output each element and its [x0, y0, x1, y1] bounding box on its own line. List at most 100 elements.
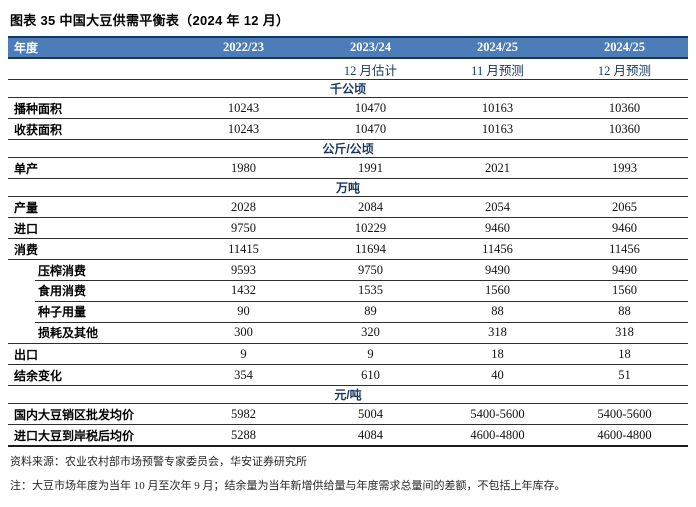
cell-2023-24: 9 — [367, 346, 374, 361]
section-label: 万吨 — [335, 181, 360, 195]
cell-2023-24: 11694 — [355, 241, 386, 256]
cell-2024-25-nov: 11456 — [482, 241, 513, 256]
cell-2023-24: 5004 — [358, 406, 383, 421]
cell-2024-25-nov: 88 — [491, 304, 504, 318]
row-loss-and-other: 损耗及其他 300 320 318 318 — [8, 322, 688, 343]
cell-2024-25-nov: 10163 — [481, 121, 514, 136]
cell-2024-25-nov: 9490 — [485, 262, 510, 277]
row-label: 进口 — [14, 221, 39, 236]
cell-2024-25-dec: 1993 — [612, 160, 637, 175]
subheader-col-nov-forecast: 11 月预测 — [471, 63, 524, 78]
cell-2024-25-nov: 1560 — [485, 283, 510, 297]
row-production: 产量 2028 2084 2054 2065 — [8, 196, 688, 217]
header-col-2022-23: 2022/23 — [223, 40, 264, 54]
cell-2022-23: 11415 — [228, 241, 259, 256]
cell-2024-25-dec: 10360 — [608, 121, 641, 136]
row-label: 结余变化 — [14, 368, 63, 383]
cell-2023-24: 2084 — [358, 199, 383, 214]
cell-2024-25-dec: 51 — [618, 367, 631, 382]
row-harvested-area: 收获面积 10243 10470 10163 10360 — [8, 118, 688, 139]
cell-2024-25-dec: 18 — [618, 346, 631, 361]
cell-2023-24: 610 — [361, 367, 380, 382]
cell-2024-25-nov: 318 — [488, 325, 507, 339]
section-label: 公斤/公顷 — [322, 142, 374, 156]
cell-2023-24: 4084 — [358, 427, 383, 442]
section-yuan-per-ton: 元/吨 — [8, 385, 688, 403]
row-imports: 进口 9750 10229 9460 9460 — [8, 217, 688, 238]
row-label: 种子用量 — [38, 305, 87, 319]
cell-2022-23: 5288 — [231, 427, 256, 442]
report-figure-page: 图表 35 中国大豆供需平衡表（2024 年 12 月） 年度 2022/23 … — [8, 13, 688, 492]
cell-2023-24: 10229 — [354, 220, 387, 235]
section-ten-thousand-tons: 万吨 — [8, 178, 688, 196]
row-food-consumption: 食用消费 1432 1535 1560 1560 — [8, 280, 688, 301]
cell-2024-25-dec: 5400-5600 — [597, 406, 652, 421]
cell-2023-24: 1535 — [358, 283, 383, 297]
cell-2022-23: 10243 — [227, 100, 260, 115]
row-yield: 单产 1980 1991 2021 1993 — [8, 157, 688, 178]
section-kg-per-hectare: 公斤/公顷 — [8, 139, 688, 157]
section-thousand-hectares: 千公顷 — [8, 79, 688, 97]
cell-2022-23: 9750 — [231, 220, 256, 235]
row-imported-landed-price: 进口大豆到岸税后均价 5288 4084 4600-4800 4600-4800 — [8, 424, 688, 445]
cell-2023-24: 89 — [364, 304, 377, 318]
cell-2024-25-dec: 10360 — [608, 100, 641, 115]
row-label: 食用消费 — [38, 284, 87, 298]
header-col-2024-25-a: 2024/25 — [477, 40, 518, 54]
cell-2022-23: 9593 — [231, 262, 256, 277]
cell-2024-25-nov: 2021 — [485, 160, 510, 175]
row-label: 出口 — [14, 347, 39, 362]
cell-2022-23: 10243 — [227, 121, 260, 136]
table-subheader-row: 12 月估计 11 月预测 12 月预测 — [8, 59, 688, 79]
cell-2024-25-dec: 4600-4800 — [597, 427, 652, 442]
row-sown-area: 播种面积 10243 10470 10163 10360 — [8, 97, 688, 118]
row-label: 损耗及其他 — [38, 326, 99, 340]
row-label: 播种面积 — [14, 101, 63, 116]
cell-2024-25-dec: 11456 — [609, 241, 640, 256]
cell-2024-25-nov: 2054 — [485, 199, 510, 214]
row-exports: 出口 9 9 18 18 — [8, 343, 688, 364]
cell-2024-25-nov: 9460 — [485, 220, 510, 235]
header-col-2023-24: 2023/24 — [350, 40, 391, 54]
header-col-2024-25-b: 2024/25 — [604, 40, 645, 54]
cell-2023-24: 9750 — [358, 262, 383, 277]
row-label: 消费 — [14, 242, 39, 257]
section-label: 千公顷 — [329, 82, 366, 96]
cell-2024-25-dec: 9490 — [612, 262, 637, 277]
cell-2024-25-dec: 9460 — [612, 220, 637, 235]
row-label: 产量 — [14, 200, 39, 215]
cell-2024-25-dec: 2065 — [612, 199, 637, 214]
header-year-label: 年度 — [14, 41, 39, 55]
cell-2022-23: 300 — [234, 325, 253, 339]
cell-2024-25-nov: 10163 — [481, 100, 514, 115]
cell-2024-25-nov: 5400-5600 — [470, 406, 525, 421]
cell-2024-25-dec: 318 — [615, 325, 634, 339]
row-seed-use: 种子用量 90 89 88 88 — [8, 301, 688, 322]
cell-2022-23: 1980 — [231, 160, 256, 175]
cell-2022-23: 2028 — [231, 199, 256, 214]
row-label: 进口大豆到岸税后均价 — [14, 428, 135, 443]
row-label: 压榨消费 — [38, 263, 87, 278]
row-domestic-wholesale-price: 国内大豆销区批发均价 5982 5004 5400-5600 5400-5600 — [8, 403, 688, 424]
subheader-col-dec-forecast: 12 月预测 — [597, 63, 652, 78]
cell-2024-25-nov: 40 — [491, 367, 504, 382]
cell-2022-23: 9 — [240, 346, 247, 361]
table-header-row: 年度 2022/23 2023/24 2024/25 2024/25 — [8, 38, 688, 59]
row-consumption: 消费 11415 11694 11456 11456 — [8, 238, 688, 259]
footnote: 注：大豆市场年度为当年 10 月至次年 9 月；结余量为当年新增供给量与年度需求… — [10, 480, 566, 492]
cell-2024-25-dec: 1560 — [612, 283, 637, 297]
cell-2023-24: 10470 — [354, 121, 387, 136]
row-label: 国内大豆销区批发均价 — [14, 407, 135, 422]
cell-2024-25-nov: 4600-4800 — [470, 427, 525, 442]
cell-2022-23: 5982 — [231, 406, 256, 421]
row-label: 收获面积 — [14, 122, 63, 137]
row-label: 单产 — [14, 161, 39, 176]
section-label: 元/吨 — [334, 388, 362, 402]
cell-2022-23: 354 — [234, 367, 253, 382]
cell-2022-23: 1432 — [231, 283, 256, 297]
subheader-col-dec-estimate: 12 月估计 — [343, 63, 398, 78]
soybean-balance-table: 年度 2022/23 2023/24 2024/25 2024/25 12 月估… — [8, 36, 688, 447]
cell-2024-25-nov: 18 — [491, 346, 504, 361]
row-balance-change: 结余变化 354 610 40 51 — [8, 364, 688, 385]
cell-2022-23: 90 — [237, 304, 250, 318]
